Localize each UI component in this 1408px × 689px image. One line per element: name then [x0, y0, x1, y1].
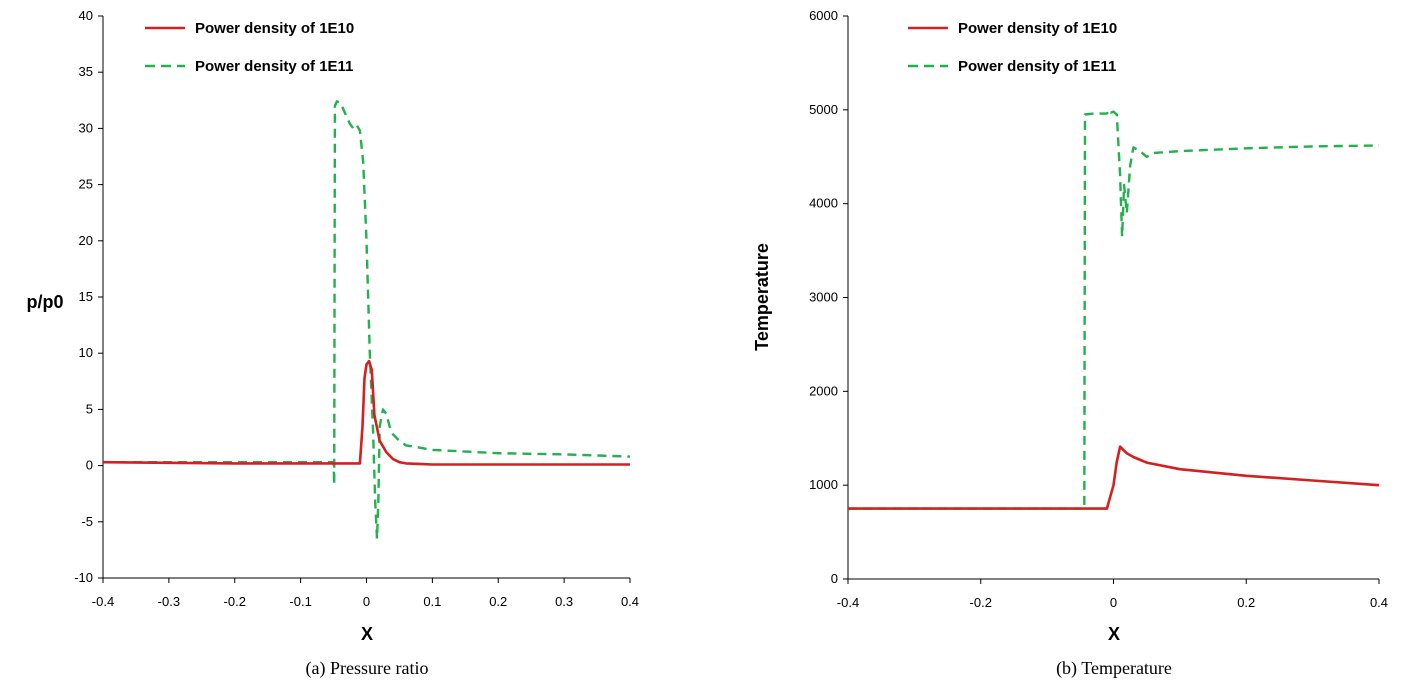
series-line: [103, 100, 631, 540]
legend-label: Power density of 1E11: [195, 58, 353, 75]
x-tick-label: -0.4: [92, 594, 114, 609]
x-tick-label: 0.3: [555, 594, 573, 609]
y-tick-label: 5000: [809, 102, 838, 117]
y-tick-label: 10: [79, 345, 93, 360]
y-tick-label: 40: [79, 8, 93, 23]
x-tick-label: 0.2: [489, 594, 507, 609]
series-line: [848, 108, 1380, 510]
y-tick-label: 15: [79, 289, 93, 304]
x-tick-label: 0.4: [1370, 595, 1388, 610]
x-tick-label: -0.2: [224, 594, 246, 609]
y-tick-label: 35: [79, 64, 93, 79]
x-tick-label: -0.3: [158, 594, 180, 609]
y-tick-label: 4000: [809, 196, 838, 211]
legend-label: Power density of 1E10: [195, 20, 354, 37]
x-tick-label: 0.2: [1237, 595, 1255, 610]
y-axis-title: p/p0: [26, 292, 63, 312]
x-axis-title: X: [1108, 624, 1120, 644]
x-tick-label: 0: [363, 594, 370, 609]
y-tick-label: 0: [86, 458, 93, 473]
x-axis-title: X: [361, 624, 373, 644]
x-tick-label: -0.4: [837, 595, 859, 610]
chart-temperature: Temperature X (b) Temperature 0 1000 2000 3…: [752, 8, 1388, 679]
y-tick-label: 0: [831, 571, 838, 586]
chart-pressure-ratio: p/p0 X (a) Pressure ratio -10 -5 0 5 10 15 20 2…: [26, 8, 639, 679]
legend-label: Power density of 1E10: [958, 20, 1117, 37]
y-tick-label: 5: [86, 401, 93, 416]
chart-caption: (b) Temperature: [1056, 658, 1172, 679]
y-tick-label: -5: [81, 514, 93, 529]
y-tick-label: 25: [79, 177, 93, 192]
y-tick-label: 6000: [809, 8, 838, 23]
y-tick-label: -10: [74, 570, 93, 585]
x-tick-label: 0.1: [423, 594, 441, 609]
legend-label: Power density of 1E11: [958, 58, 1116, 75]
y-tick-label: 2000: [809, 383, 838, 398]
x-tick-label: 0.4: [621, 594, 639, 609]
x-tick-label: -0.2: [970, 595, 992, 610]
y-tick-label: 30: [79, 120, 93, 135]
x-tick-label: -0.1: [289, 594, 311, 609]
y-tick-label: 20: [79, 233, 93, 248]
series-line: [102, 359, 630, 466]
x-tick-label: 0: [1110, 595, 1117, 610]
chart-caption: (a) Pressure ratio: [306, 658, 429, 679]
series-line: [848, 445, 1380, 510]
y-tick-label: 3000: [809, 290, 838, 305]
y-axis-title: Temperature: [752, 243, 772, 351]
y-tick-label: 1000: [809, 477, 838, 492]
